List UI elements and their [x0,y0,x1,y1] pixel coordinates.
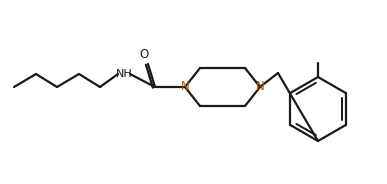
Text: NH: NH [116,69,132,79]
Text: N: N [181,81,189,93]
Text: N: N [256,81,264,93]
Text: O: O [139,49,149,61]
